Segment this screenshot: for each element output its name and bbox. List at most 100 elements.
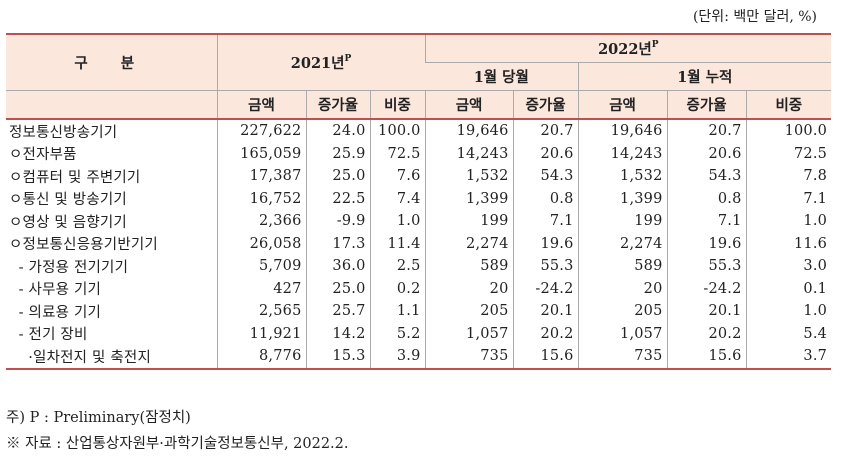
cell-gc: 20.1 bbox=[666, 300, 747, 323]
cell-a21: 227,622 bbox=[216, 119, 306, 143]
cell-ac: 199 bbox=[577, 210, 668, 233]
table-row: - 의료용 기기 2,565 25.7 1.1 205 20.1 205 20.1 1.0 bbox=[6, 300, 832, 323]
cell-sc: 5.4 bbox=[745, 322, 832, 345]
cell-am: 1,057 bbox=[424, 322, 514, 345]
cell-sc: 72.5 bbox=[745, 142, 832, 165]
row-label: - 가정용 전기기기 bbox=[9, 259, 129, 276]
cell-gc: 20.7 bbox=[666, 119, 747, 143]
cell-ac: 1,057 bbox=[577, 322, 668, 345]
cell-gm: 20.1 bbox=[512, 300, 579, 323]
cell-g21: 25.0 bbox=[305, 165, 370, 188]
cell-sc: 1.0 bbox=[745, 210, 832, 233]
row-label: ㅇ전자부품 bbox=[9, 147, 77, 164]
header-jan-current: 1월 당월 bbox=[425, 62, 579, 91]
cell-gm: 54.3 bbox=[512, 165, 579, 188]
table-row: 정보통신방송기기 227,622 24.0 100.0 19,646 20.7 19,646… bbox=[6, 119, 832, 143]
cell-am: 1,399 bbox=[424, 187, 514, 210]
header-amount-cum: 금액 bbox=[577, 90, 668, 120]
cell-a21: 16,752 bbox=[216, 187, 306, 210]
cell-am: 735 bbox=[424, 345, 514, 370]
cell-sc: 3.7 bbox=[745, 345, 832, 370]
cell-s21: 5.2 bbox=[369, 322, 426, 345]
cell-am: 20 bbox=[424, 277, 514, 300]
export-table: 구 분 2021년P 2022년P 1월 당월 1월 누적 금액 증가율 비중 … bbox=[6, 33, 832, 370]
cell-sc: 1.0 bbox=[745, 300, 832, 323]
cell-gc: 0.8 bbox=[666, 187, 747, 210]
row-label: - 의료용 기기 bbox=[9, 304, 102, 321]
cell-s21: 7.4 bbox=[369, 187, 426, 210]
header-2022: 2022년P bbox=[424, 33, 832, 63]
cell-g21: 25.7 bbox=[305, 300, 370, 323]
cell-gm: 20.2 bbox=[512, 322, 579, 345]
cell-ac: 205 bbox=[577, 300, 668, 323]
cell-g21: 22.5 bbox=[305, 187, 370, 210]
cell-gc: 55.3 bbox=[666, 255, 747, 278]
cell-g21: 15.3 bbox=[305, 345, 370, 370]
cell-a21: 165,059 bbox=[216, 142, 306, 165]
row-label: 정보통신방송기기 bbox=[9, 124, 118, 141]
cell-a21: 8,776 bbox=[216, 345, 306, 370]
cell-am: 1,532 bbox=[424, 165, 514, 188]
cell-gc: 7.1 bbox=[666, 210, 747, 233]
row-label: - 사무용 기기 bbox=[9, 282, 102, 299]
footnote-source: ※ 자료 : 산업통상자원부·과학기술정보통신부, 2022.2. bbox=[6, 436, 349, 452]
header-share-2021: 비중 bbox=[369, 90, 426, 120]
cell-a21: 2,565 bbox=[216, 300, 306, 323]
row-label: ㅇ정보통신응용기반기기 bbox=[9, 237, 158, 254]
table-row: ㅇ전자부품 165,059 25.9 72.5 14,243 20.6 14,243 20.6… bbox=[6, 142, 832, 165]
cell-g21: 24.0 bbox=[305, 119, 370, 143]
table-row: - 가정용 전기기기 5,709 36.0 2.5 589 55.3 589 55.3 3.0 bbox=[6, 255, 832, 278]
header-amount-2021: 금액 bbox=[216, 90, 306, 120]
cell-am: 589 bbox=[424, 255, 514, 278]
cell-gm: 0.8 bbox=[512, 187, 579, 210]
table-row: ·일차전지 및 축전지 8,776 15.3 3.9 735 15.6 735 15.6 3.7 bbox=[6, 345, 832, 370]
header-growth-2021: 증가율 bbox=[305, 90, 370, 120]
cell-am: 14,243 bbox=[424, 142, 514, 165]
row-label: ㅇ영상 및 음향기기 bbox=[9, 214, 127, 231]
cell-g21: 25.0 bbox=[305, 277, 370, 300]
cell-a21: 427 bbox=[216, 277, 306, 300]
cell-a21: 5,709 bbox=[216, 255, 306, 278]
table-row: ㅇ정보통신응용기반기기 26,058 17.3 11.4 2,274 19.6 2,274 1… bbox=[6, 232, 832, 255]
cell-s21: 100.0 bbox=[369, 119, 426, 143]
header-2021: 2021년P bbox=[216, 33, 426, 91]
row-label: ·일차전지 및 축전지 bbox=[6, 345, 217, 370]
header-growth-month: 증가율 bbox=[512, 90, 579, 120]
cell-a21: 11,921 bbox=[216, 322, 306, 345]
cell-ac: 14,243 bbox=[577, 142, 668, 165]
cell-gm: 15.6 bbox=[512, 345, 579, 370]
cell-ac: 735 bbox=[577, 345, 668, 370]
cell-g21: 17.3 bbox=[305, 232, 370, 255]
cell-g21: -9.9 bbox=[305, 210, 370, 233]
cell-gc: 54.3 bbox=[666, 165, 747, 188]
cell-sc: 100.0 bbox=[745, 119, 832, 143]
cell-sc: 7.8 bbox=[745, 165, 832, 188]
cell-am: 19,646 bbox=[424, 119, 514, 143]
cell-gc: 20.2 bbox=[666, 322, 747, 345]
cell-sc: 7.1 bbox=[745, 187, 832, 210]
cell-a21: 26,058 bbox=[216, 232, 306, 255]
cell-a21: 17,387 bbox=[216, 165, 306, 188]
cell-am: 205 bbox=[424, 300, 514, 323]
cell-am: 199 bbox=[424, 210, 514, 233]
cell-s21: 7.6 bbox=[369, 165, 426, 188]
unit-note: (단위: 백만 달러, %) bbox=[692, 9, 817, 25]
cell-a21: 2,366 bbox=[216, 210, 306, 233]
row-label: ㅇ통신 및 방송기기 bbox=[9, 192, 127, 209]
cell-ac: 20 bbox=[577, 277, 668, 300]
cell-gm: 7.1 bbox=[512, 210, 579, 233]
cell-am: 2,274 bbox=[424, 232, 514, 255]
header-category-blank bbox=[6, 90, 217, 120]
cell-gm: 55.3 bbox=[512, 255, 579, 278]
cell-ac: 1,399 bbox=[577, 187, 668, 210]
header-growth-cum: 증가율 bbox=[666, 90, 747, 120]
table-row: - 전기 장비 11,921 14.2 5.2 1,057 20.2 1,057 20.2 5.… bbox=[6, 322, 832, 345]
cell-gm: 20.7 bbox=[512, 119, 579, 143]
cell-gm: 19.6 bbox=[512, 232, 579, 255]
header-category: 구 분 bbox=[6, 33, 217, 91]
cell-ac: 589 bbox=[577, 255, 668, 278]
cell-s21: 2.5 bbox=[369, 255, 426, 278]
header-share-cum: 비중 bbox=[745, 90, 832, 120]
cell-g21: 25.9 bbox=[305, 142, 370, 165]
cell-gc: -24.2 bbox=[666, 277, 747, 300]
